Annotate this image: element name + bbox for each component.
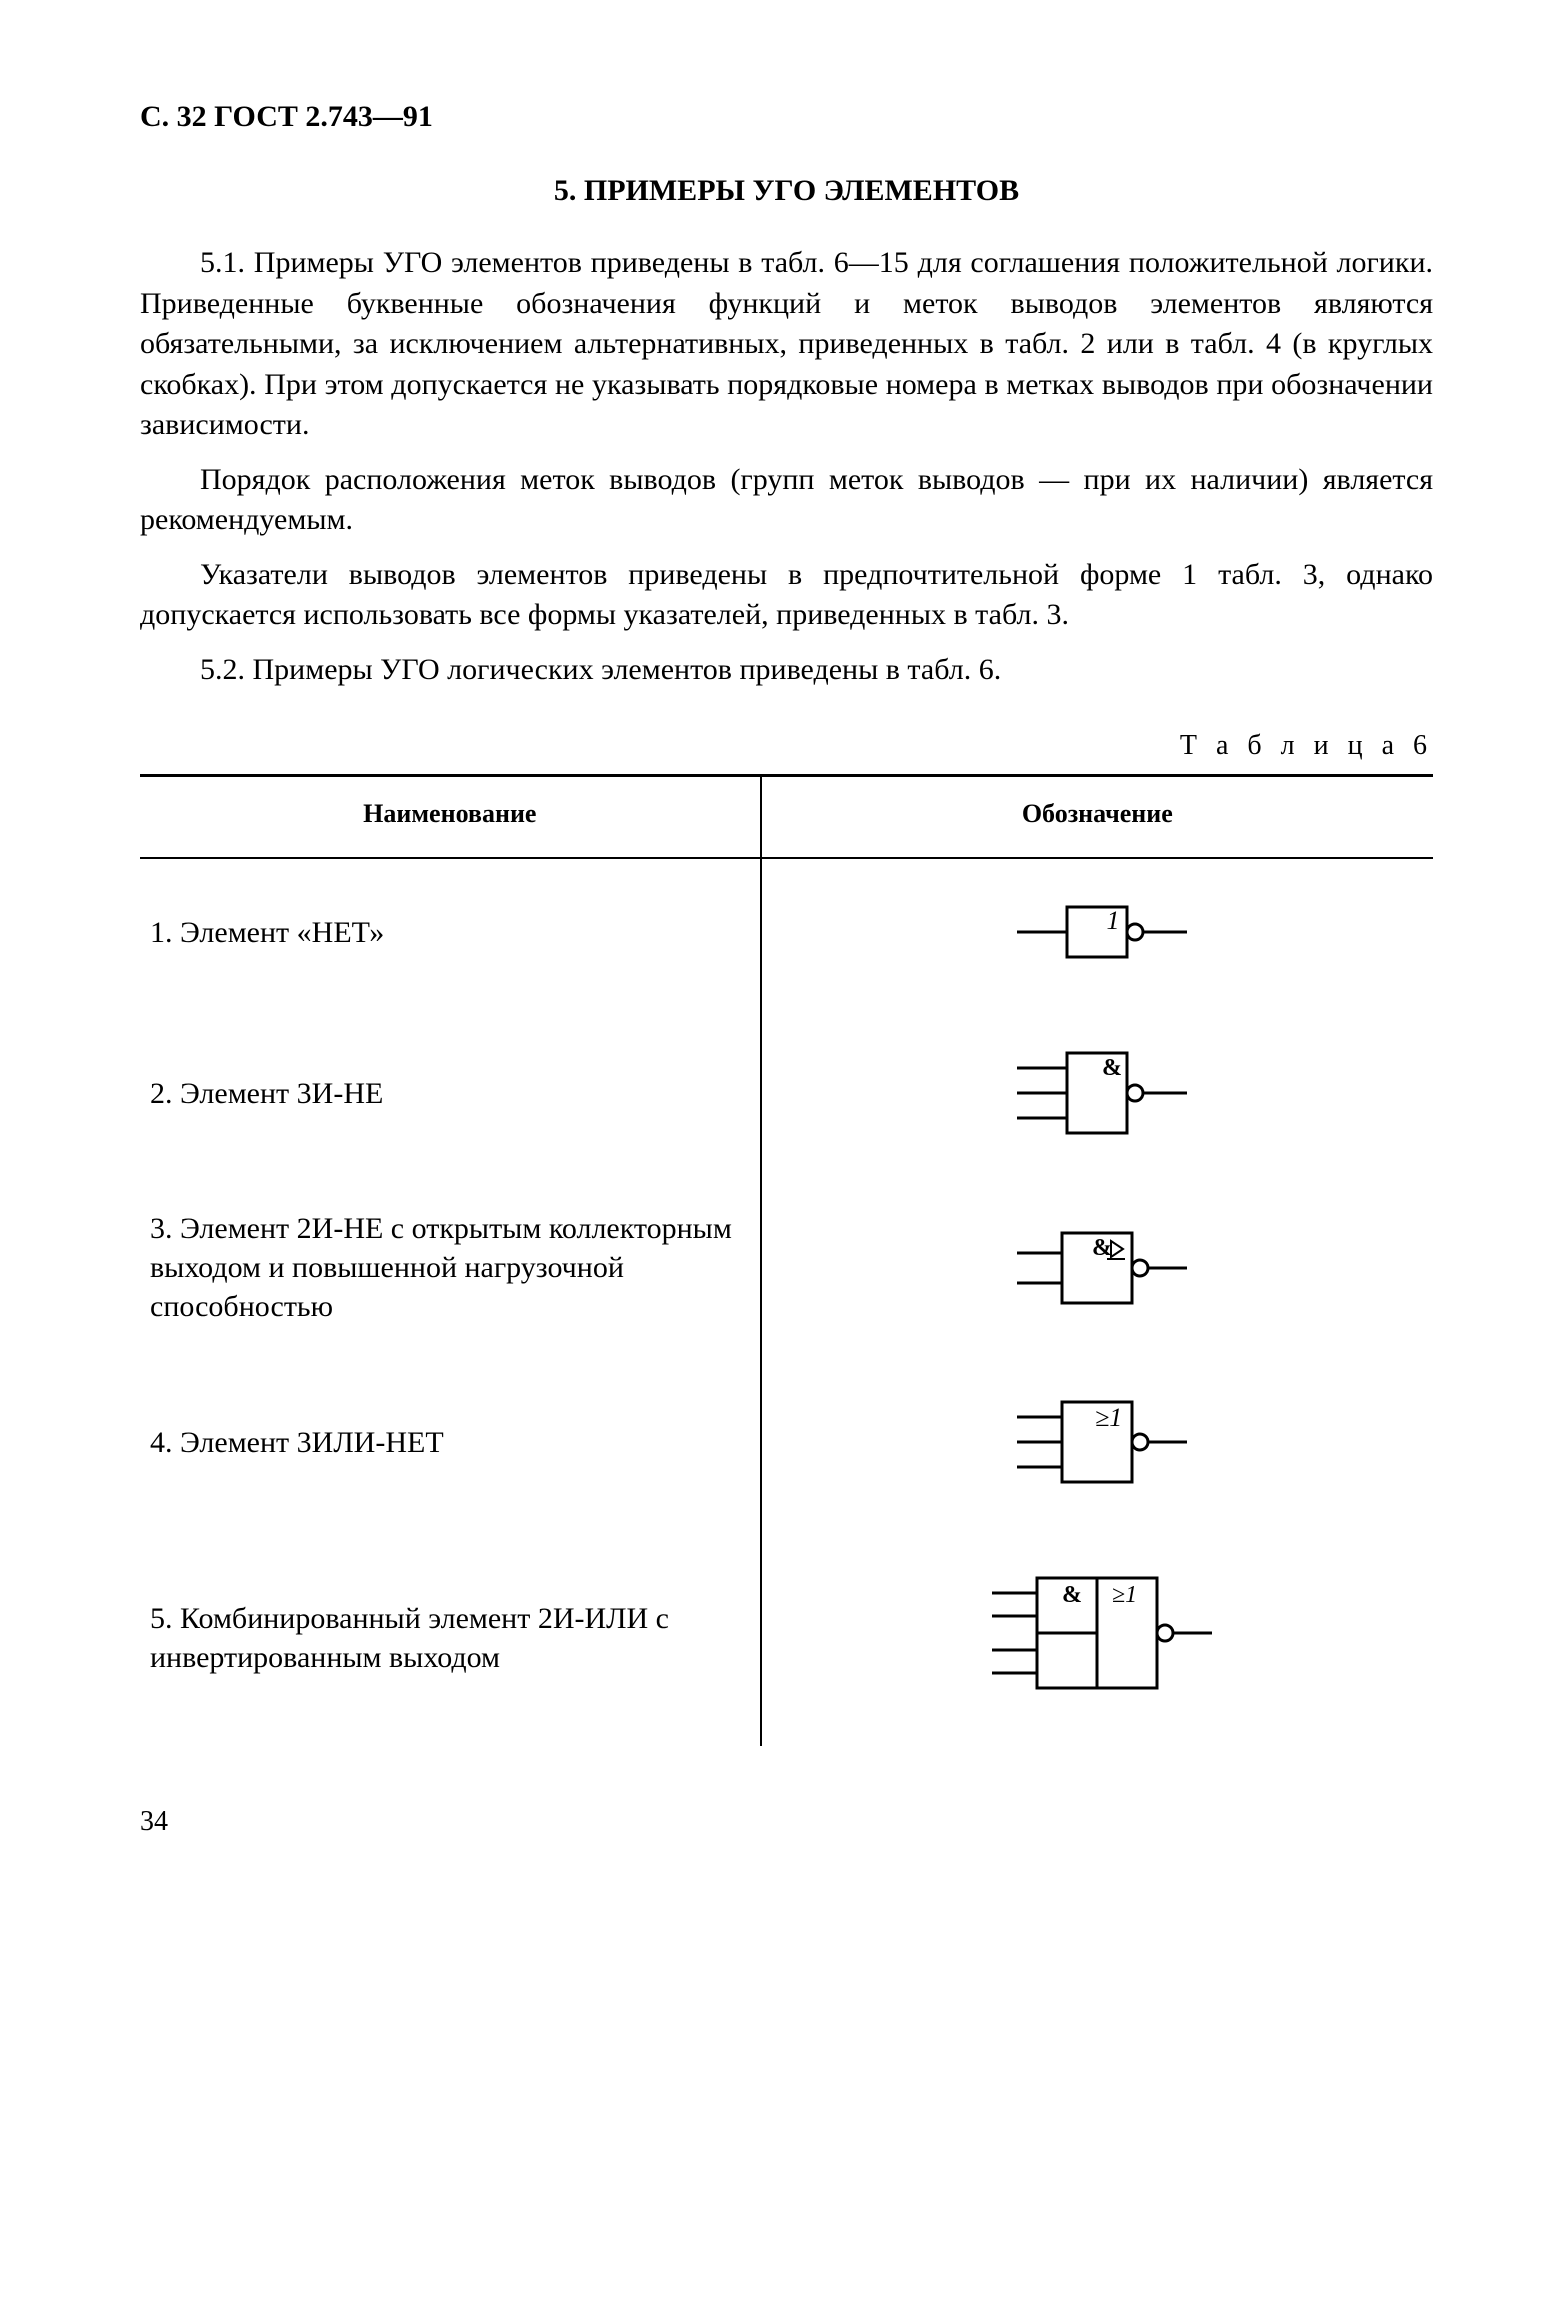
- svg-text:1: 1: [1107, 906, 1120, 935]
- section-title: 5. ПРИМЕРЫ УГО ЭЛЕМЕНТОВ: [140, 174, 1433, 208]
- ugo-table: Наименование Обозначение 1. Элемент «НЕТ…: [140, 774, 1433, 1746]
- page-header: С. 32 ГОСТ 2.743—91: [140, 100, 1433, 134]
- paragraph: 5.1. Примеры УГО элементов приведены в т…: [140, 243, 1433, 446]
- element-name: 4. Элемент 3ИЛИ-НЕТ: [140, 1354, 761, 1530]
- table-row: 4. Элемент 3ИЛИ-НЕТ ≥1: [140, 1354, 1433, 1530]
- col-header-symbol: Обозначение: [761, 776, 1433, 859]
- svg-text:≥1: ≥1: [1095, 1403, 1122, 1432]
- element-symbol: &: [761, 1005, 1433, 1181]
- and-or-invert-gate-icon: & ≥1: [967, 1558, 1227, 1718]
- nand3-gate-icon: &: [987, 1033, 1207, 1153]
- table-label: Т а б л и ц а 6: [140, 730, 1433, 762]
- element-symbol: &: [761, 1181, 1433, 1354]
- svg-text:&: &: [1092, 1235, 1112, 1261]
- svg-text:≥1: ≥1: [1112, 1582, 1137, 1608]
- paragraph: 5.2. Примеры УГО логических элементов пр…: [140, 650, 1433, 691]
- paragraph: Указатели выводов элементов приведены в …: [140, 555, 1433, 636]
- not-gate-icon: 1: [987, 887, 1207, 977]
- svg-text:&: &: [1102, 1055, 1122, 1081]
- table-row: 1. Элемент «НЕТ» 1: [140, 858, 1433, 1005]
- element-name: 5. Комбинированный элемент 2И-ИЛИ с инве…: [140, 1530, 761, 1746]
- nand2-oc-gate-icon: &: [987, 1213, 1207, 1323]
- element-symbol: 1: [761, 858, 1433, 1005]
- element-name: 1. Элемент «НЕТ»: [140, 858, 761, 1005]
- table-row: 5. Комбинированный элемент 2И-ИЛИ с инве…: [140, 1530, 1433, 1746]
- nor3-gate-icon: ≥1: [987, 1382, 1207, 1502]
- table-row: 2. Элемент 3И-НЕ &: [140, 1005, 1433, 1181]
- page-number: 34: [140, 1806, 1433, 1838]
- col-header-name: Наименование: [140, 776, 761, 859]
- element-symbol: ≥1: [761, 1354, 1433, 1530]
- svg-text:&: &: [1062, 1582, 1082, 1608]
- element-name: 3. Элемент 2И-НЕ с открытым коллекторным…: [140, 1181, 761, 1354]
- table-row: 3. Элемент 2И-НЕ с открытым коллекторным…: [140, 1181, 1433, 1354]
- element-name: 2. Элемент 3И-НЕ: [140, 1005, 761, 1181]
- paragraph: Порядок расположения меток выводов (груп…: [140, 460, 1433, 541]
- element-symbol: & ≥1: [761, 1530, 1433, 1746]
